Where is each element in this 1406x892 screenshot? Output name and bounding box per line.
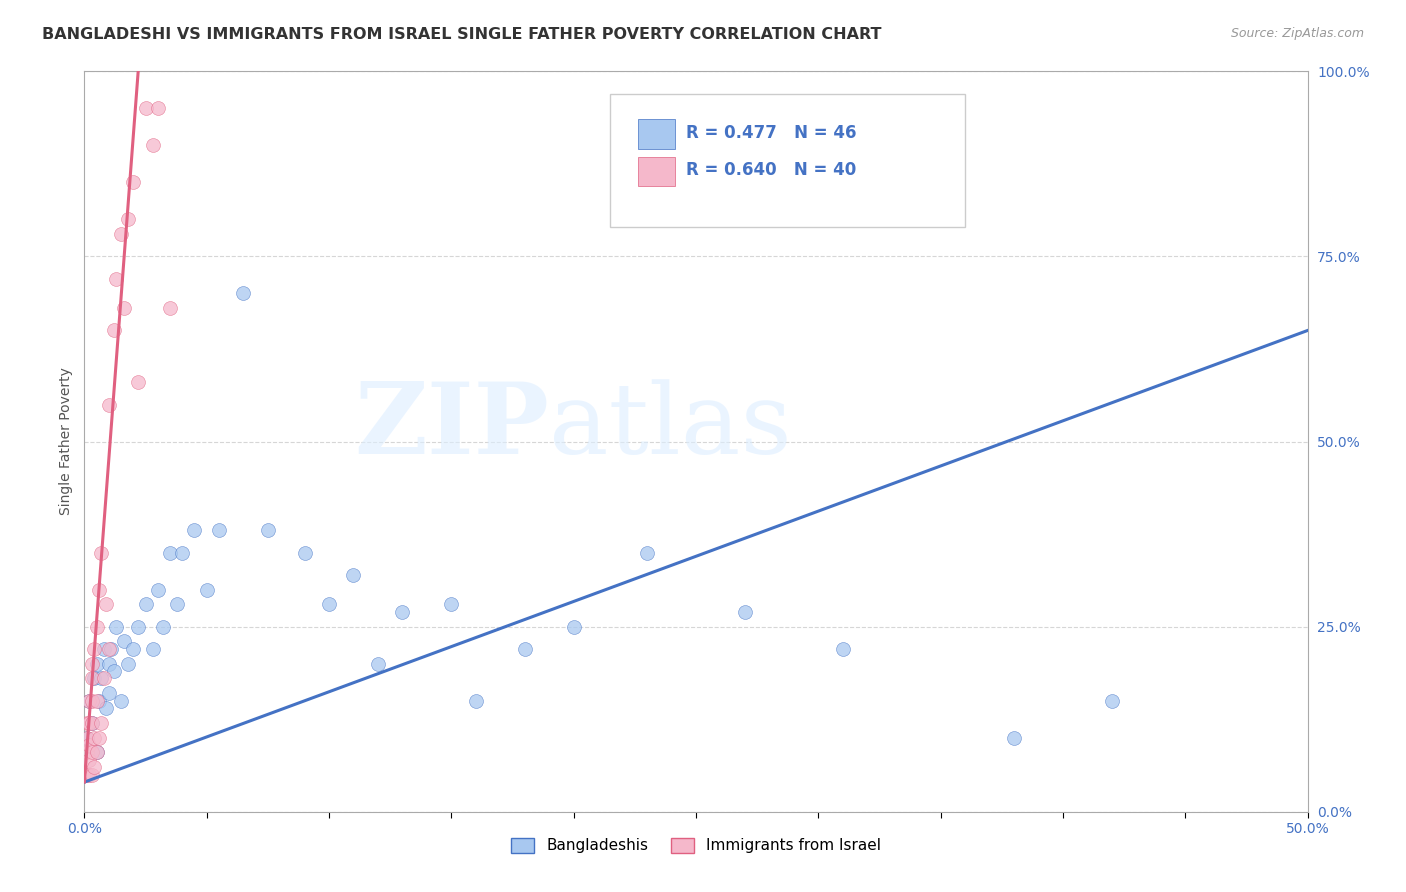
Point (83, 731, 105, 745)
Text: ZIP: ZIP (354, 378, 550, 475)
Point (135, 102, 157, 116)
Point (110, 227, 132, 242)
Point (96, 701, 118, 715)
Point (734, 605, 756, 619)
Point (135, 598, 157, 612)
Point (80, 715, 103, 730)
Point (103, 664, 125, 678)
Point (77, 694, 100, 708)
FancyBboxPatch shape (610, 94, 965, 227)
Point (76, 715, 98, 730)
Bar (638, 156, 675, 186)
Point (80, 767, 103, 781)
Point (232, 286, 254, 301)
Point (80, 715, 103, 730)
Point (342, 567, 364, 582)
Y-axis label: Single Father Poverty: Single Father Poverty (59, 368, 73, 516)
Point (117, 657, 139, 671)
Point (80, 746, 103, 760)
Point (90, 672, 112, 686)
Point (105, 271, 128, 285)
Point (76, 731, 98, 745)
Point (117, 212, 139, 227)
Point (77, 767, 100, 781)
Point (83, 672, 105, 686)
Point (127, 376, 149, 390)
Point (636, 546, 658, 560)
Point (562, 619, 585, 633)
Point (100, 641, 122, 656)
Point (80, 672, 103, 686)
Point (83, 641, 105, 656)
Point (294, 546, 316, 560)
Point (76, 746, 98, 760)
Point (86, 619, 108, 633)
Point (86, 657, 108, 671)
Point (97, 657, 120, 671)
Point (513, 641, 536, 656)
Point (103, 324, 125, 338)
Point (122, 175, 145, 190)
Text: BANGLADESHI VS IMMIGRANTS FROM ISRAEL SINGLE FATHER POVERTY CORRELATION CHART: BANGLADESHI VS IMMIGRANTS FROM ISRAEL SI… (42, 27, 882, 42)
Point (93, 641, 115, 656)
Point (146, 102, 169, 116)
Point (1101, 694, 1123, 708)
Point (257, 524, 280, 538)
Point (76, 767, 98, 781)
Text: atlas: atlas (550, 379, 792, 475)
Point (172, 546, 194, 560)
Point (146, 582, 169, 597)
Point (318, 598, 340, 612)
Point (80, 694, 103, 708)
Point (105, 619, 128, 633)
Point (208, 524, 231, 538)
Legend: Bangladeshis, Immigrants from Israel: Bangladeshis, Immigrants from Israel (505, 831, 887, 860)
Point (440, 598, 463, 612)
Point (97, 641, 120, 656)
Point (142, 138, 165, 153)
Text: R = 0.640   N = 40: R = 0.640 N = 40 (686, 161, 856, 178)
Point (464, 694, 486, 708)
Point (367, 657, 389, 671)
Point (86, 746, 108, 760)
Point (90, 715, 112, 730)
Point (87, 694, 110, 708)
Point (159, 301, 181, 316)
Point (77, 715, 100, 730)
Text: R = 0.477   N = 46: R = 0.477 N = 46 (686, 124, 856, 142)
Point (1002, 731, 1025, 745)
Point (97, 398, 120, 412)
Point (80, 657, 103, 671)
Point (122, 641, 145, 656)
Point (127, 619, 149, 633)
Point (86, 694, 108, 708)
Point (391, 605, 413, 619)
Point (87, 582, 110, 597)
Point (152, 619, 174, 633)
Text: Source: ZipAtlas.com: Source: ZipAtlas.com (1230, 27, 1364, 40)
Point (77, 694, 100, 708)
Point (97, 686, 120, 700)
Point (76, 731, 98, 745)
Point (183, 524, 205, 538)
Point (166, 598, 188, 612)
Point (195, 582, 218, 597)
Point (77, 738, 100, 752)
Point (159, 546, 181, 560)
Point (110, 694, 132, 708)
Point (77, 753, 100, 767)
Point (112, 634, 135, 648)
Point (112, 301, 135, 316)
Point (96, 598, 118, 612)
Point (142, 641, 165, 656)
Bar (638, 120, 675, 149)
Point (87, 731, 110, 745)
Point (831, 641, 853, 656)
Point (86, 746, 108, 760)
Point (90, 546, 112, 560)
Point (93, 672, 115, 686)
Point (83, 760, 105, 774)
